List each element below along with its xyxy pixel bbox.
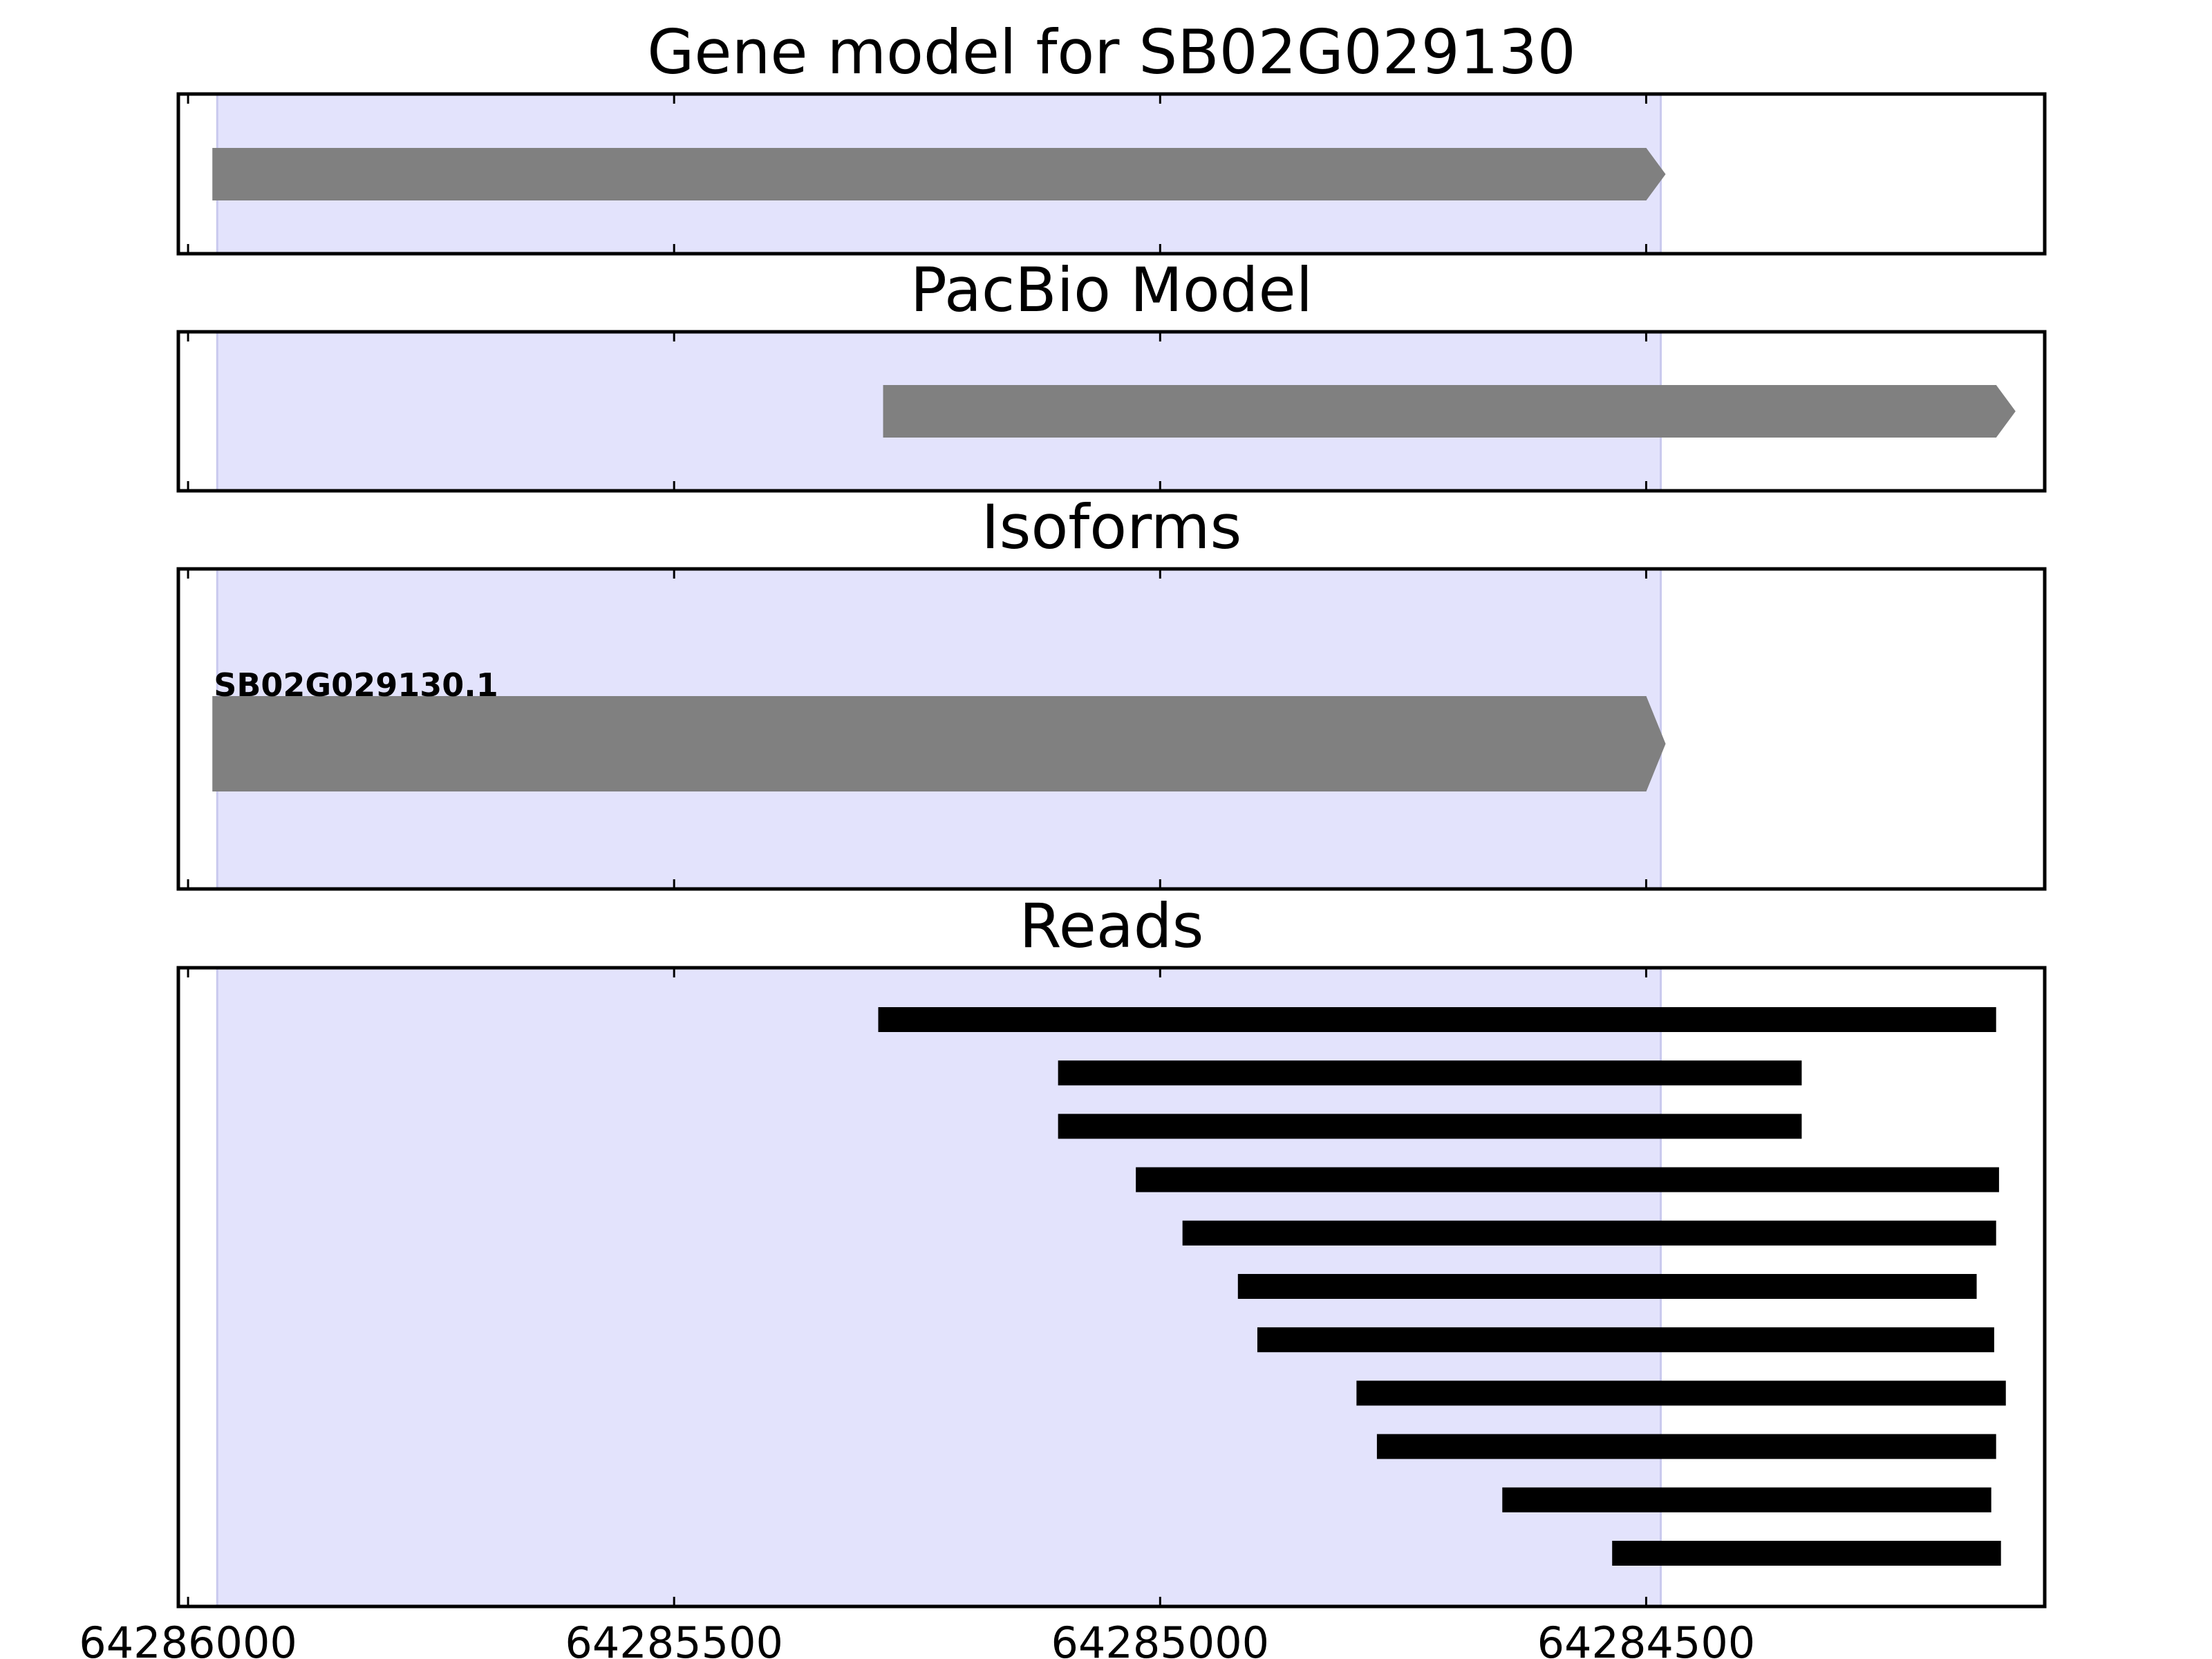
- feature-arrow: [212, 148, 1666, 200]
- x-tick-label: 64286000: [79, 1618, 297, 1659]
- x-tick-label: 64285000: [1051, 1618, 1270, 1659]
- read-bar: [1058, 1114, 1802, 1139]
- read-bar: [1136, 1167, 1999, 1192]
- read-bar: [1237, 1274, 1977, 1299]
- axes-frame: [176, 966, 2047, 1609]
- panel-title: Gene model for SB02G029130: [647, 17, 1576, 88]
- read-bar: [1257, 1327, 1994, 1353]
- read-bar: [1376, 1434, 1996, 1459]
- read-bar: [1182, 1220, 1996, 1246]
- read-bar: [878, 1007, 1996, 1032]
- x-tick-label: 64284500: [1537, 1618, 1756, 1659]
- panel-1: Gene model for SB02G029130: [176, 17, 2047, 256]
- isoform-label: SB02G029130.1: [214, 666, 498, 704]
- read-bar: [1356, 1380, 2006, 1406]
- panel-title: PacBio Model: [910, 254, 1313, 326]
- axes-frame: [176, 567, 2047, 891]
- feature-arrow: [883, 385, 2016, 438]
- axes-frame: [176, 92, 2047, 256]
- x-tick-label: 64285500: [565, 1618, 783, 1659]
- panels-layer: Gene model for SB02G029130 PacBio Model Is…: [79, 17, 2047, 1659]
- panel-3: Isoforms SB02G029130.1: [176, 491, 2047, 891]
- axes-frame: [176, 330, 2047, 493]
- read-bar: [1058, 1060, 1802, 1086]
- read-bar: [1612, 1541, 2001, 1566]
- panel-title: Isoforms: [982, 491, 1242, 563]
- isoform-arrow: [212, 696, 1666, 791]
- panel-title: Reads: [1020, 890, 1204, 962]
- read-bar: [1502, 1487, 1991, 1512]
- panel-4: Reads: [176, 890, 2047, 1609]
- panel-2: PacBio Model: [176, 254, 2047, 493]
